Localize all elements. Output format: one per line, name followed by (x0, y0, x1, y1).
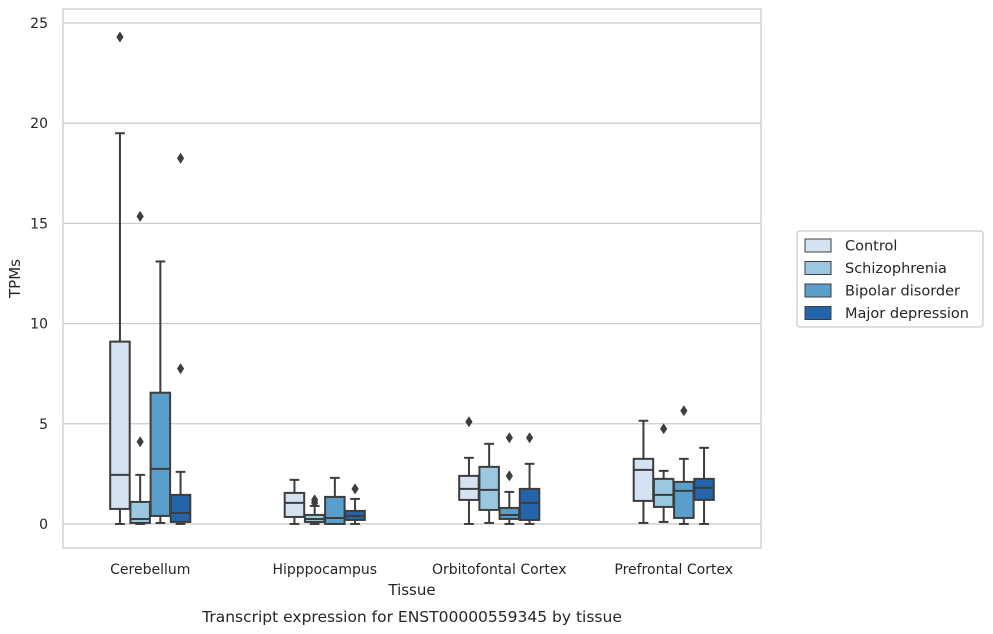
box-schizophrenia (303, 494, 326, 525)
box-schizophrenia (129, 210, 151, 525)
box-groups (109, 31, 715, 525)
box-iqr (149, 391, 172, 517)
box-major-depression (693, 446, 715, 525)
legend-label: Control (845, 239, 897, 255)
outlier-point (136, 436, 144, 448)
x-tick-label: Orbitofontal Cortex (432, 562, 567, 578)
box-iqr (169, 493, 192, 523)
legend-label: Bipolar disorder (845, 284, 960, 300)
x-tick-label: Hipppocampus (272, 562, 377, 578)
y-tick-label: 10 (30, 317, 48, 333)
x-tick-label: Prefrontal Cortex (614, 562, 733, 578)
box-iqr (632, 457, 655, 502)
outlier-point (311, 494, 319, 506)
outlier-point (136, 210, 144, 222)
legend: Control Schizophrenia Bipolar disorder Majo… (796, 230, 984, 328)
legend-swatch (804, 238, 832, 253)
y-tick-labels: 0 5 10 15 20 25 (30, 16, 48, 533)
box-major-depression (169, 152, 192, 525)
legend-swatch (804, 306, 832, 320)
box-iqr (478, 465, 500, 511)
outlier-point (660, 423, 668, 435)
box-schizophrenia (652, 423, 675, 523)
box-iqr (673, 480, 695, 519)
box-bipolar-disorder (673, 405, 695, 525)
box-bipolar-disorder (498, 432, 521, 525)
box-iqr (109, 340, 131, 510)
legend-label: Major depression (845, 306, 969, 322)
y-tick-label: 15 (30, 216, 48, 232)
box-iqr (283, 491, 306, 518)
x-tick-labels: Cerebellum Hipppocampus Orbitofontal Corte… (110, 562, 733, 578)
box-iqr (518, 487, 541, 521)
legend-swatch (804, 283, 832, 298)
legend-label: Schizophrenia (845, 261, 947, 277)
box-bipolar-disorder (324, 476, 346, 525)
plot-area-frame (62, 8, 762, 549)
y-tick-label: 20 (30, 116, 48, 132)
box-control (109, 31, 131, 525)
box-control (283, 478, 306, 525)
box-iqr (498, 506, 521, 520)
x-axis-label: Tissue (387, 581, 435, 599)
y-tick-label: 5 (39, 417, 48, 433)
box-major-depression (518, 432, 541, 525)
outlier-point (465, 416, 473, 428)
box-major-depression (344, 483, 366, 525)
box-iqr (693, 477, 715, 501)
x-tick-label: Cerebellum (110, 562, 190, 578)
box-schizophrenia (478, 442, 500, 524)
box-iqr (652, 477, 675, 508)
figure-caption: Transcript expression for ENST0000055934… (201, 608, 622, 626)
outlier-point (505, 432, 513, 444)
outlier-point (176, 152, 185, 164)
outlier-point (680, 405, 688, 417)
y-tick-label: 0 (39, 517, 48, 533)
outlier-point (116, 31, 124, 43)
grid-lines (63, 22, 761, 525)
outlier-point (505, 470, 513, 482)
legend-swatch (804, 261, 832, 275)
box-control (632, 419, 655, 524)
box-iqr (324, 495, 346, 525)
y-tick-label: 25 (30, 16, 48, 32)
outlier-point (351, 483, 359, 495)
box-bipolar-disorder (149, 260, 172, 524)
legend-frame (796, 230, 984, 328)
y-axis-label: TPMs (6, 259, 24, 299)
box-control (458, 416, 480, 525)
outlier-point (525, 432, 534, 444)
outlier-point (176, 363, 185, 375)
box-iqr (458, 474, 480, 501)
